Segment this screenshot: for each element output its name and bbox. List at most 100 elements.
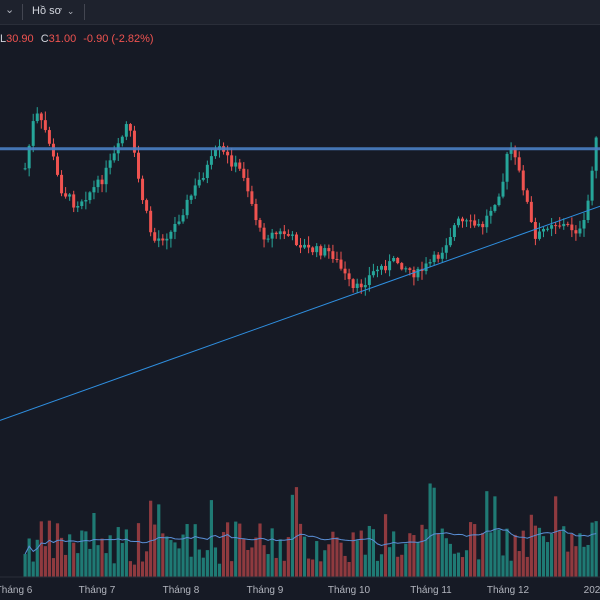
candle-body (473, 220, 477, 226)
candle-body (493, 205, 497, 211)
volume-bar (594, 521, 598, 577)
volume-bar (545, 542, 550, 577)
volume-bar (302, 536, 307, 577)
volume-bar (96, 545, 100, 577)
candle-body (315, 246, 319, 253)
candle-body (149, 210, 153, 233)
volume-bar (234, 521, 238, 577)
candle-body (132, 130, 136, 153)
time-axis-label: Tháng 8 (163, 585, 200, 596)
candle-body (145, 200, 149, 211)
volume-bar (590, 522, 594, 577)
volume-bar (436, 533, 440, 577)
candle-body (290, 234, 294, 236)
volume-bar (153, 524, 157, 577)
volume-bar (363, 554, 367, 577)
candle-body (266, 238, 270, 240)
volume-bar (165, 536, 169, 577)
volume-bar (355, 540, 359, 577)
volume-bar (554, 496, 558, 577)
profile-menu-button[interactable]: Hồ sơ ⌄ (32, 5, 74, 17)
low-key: L (0, 33, 7, 45)
low-value: 30.90 (6, 33, 34, 45)
candle-body (294, 234, 298, 246)
candle-body (525, 190, 529, 202)
volume-bar (290, 494, 295, 577)
candle-body (56, 156, 60, 175)
candle-body (230, 155, 234, 167)
volume-bar (157, 504, 161, 577)
candle-body (339, 259, 343, 269)
volume-bar (226, 522, 230, 577)
volume-bar (132, 564, 137, 577)
volume-bar (473, 524, 477, 577)
candle-body (108, 160, 112, 168)
volume-bar (412, 535, 416, 577)
volume-bar (485, 491, 489, 577)
volume-bar (181, 534, 185, 577)
top-toolbar: ⌄ Hồ sơ ⌄ (0, 0, 600, 25)
time-axis-label: Tháng 7 (79, 585, 116, 596)
candle-body (384, 265, 388, 271)
candle-body (112, 153, 116, 161)
candle-body (509, 147, 513, 154)
candle-body (331, 251, 335, 259)
volume-bar (525, 556, 529, 577)
volume-bar (217, 563, 222, 577)
chevron-down-icon[interactable]: ⌄ (5, 4, 15, 16)
time-axis-label: 202 (584, 585, 600, 596)
volume-bar (161, 533, 165, 577)
volume-bar (456, 552, 461, 577)
volume-bar (136, 523, 141, 577)
candle-body (416, 268, 420, 278)
volume-bar (570, 533, 574, 577)
close-key: C (40, 33, 49, 45)
volume-bar (270, 528, 274, 577)
candle-body (185, 199, 189, 216)
candle-body (88, 192, 92, 201)
candle-body (359, 283, 363, 288)
volume-bar (440, 528, 444, 577)
candle-body (153, 232, 157, 241)
candle-body (299, 245, 303, 248)
candle-body (173, 223, 177, 232)
volume-bar (230, 561, 234, 577)
candle-body (307, 244, 311, 248)
candle-body (311, 247, 315, 253)
candle-body (234, 162, 238, 167)
volume-bar (64, 554, 68, 577)
candle-body (428, 262, 432, 264)
candle-body (537, 231, 541, 239)
candle-body (250, 191, 254, 204)
candle-body (189, 195, 193, 200)
volume-bar (489, 532, 493, 577)
volume-bar (149, 500, 153, 577)
volume-bar (533, 525, 538, 577)
candle-body (31, 121, 35, 146)
trend-line (0, 205, 600, 421)
volume-bar (327, 544, 331, 577)
volume-bar (298, 523, 303, 577)
volume-bar (452, 553, 457, 577)
candle-body (554, 225, 558, 227)
volume-bar (578, 533, 582, 577)
volume-bar (550, 533, 554, 577)
candle-body (566, 223, 570, 225)
time-axis-label: Tháng 9 (247, 585, 284, 596)
volume-bar (541, 536, 546, 577)
candle-body (367, 275, 371, 286)
candle-body (424, 263, 428, 272)
candle-body (242, 168, 246, 178)
volume-bar (428, 483, 432, 577)
volume-bar (177, 548, 181, 577)
candle-body (461, 218, 465, 222)
volume-bar (201, 557, 205, 577)
volume-bar (84, 531, 88, 577)
candle-body (282, 231, 286, 235)
volume-bar (315, 541, 319, 577)
candle-body (100, 179, 104, 185)
candle-body (169, 231, 173, 239)
volume-bar (331, 531, 335, 577)
candle-body (578, 228, 582, 234)
